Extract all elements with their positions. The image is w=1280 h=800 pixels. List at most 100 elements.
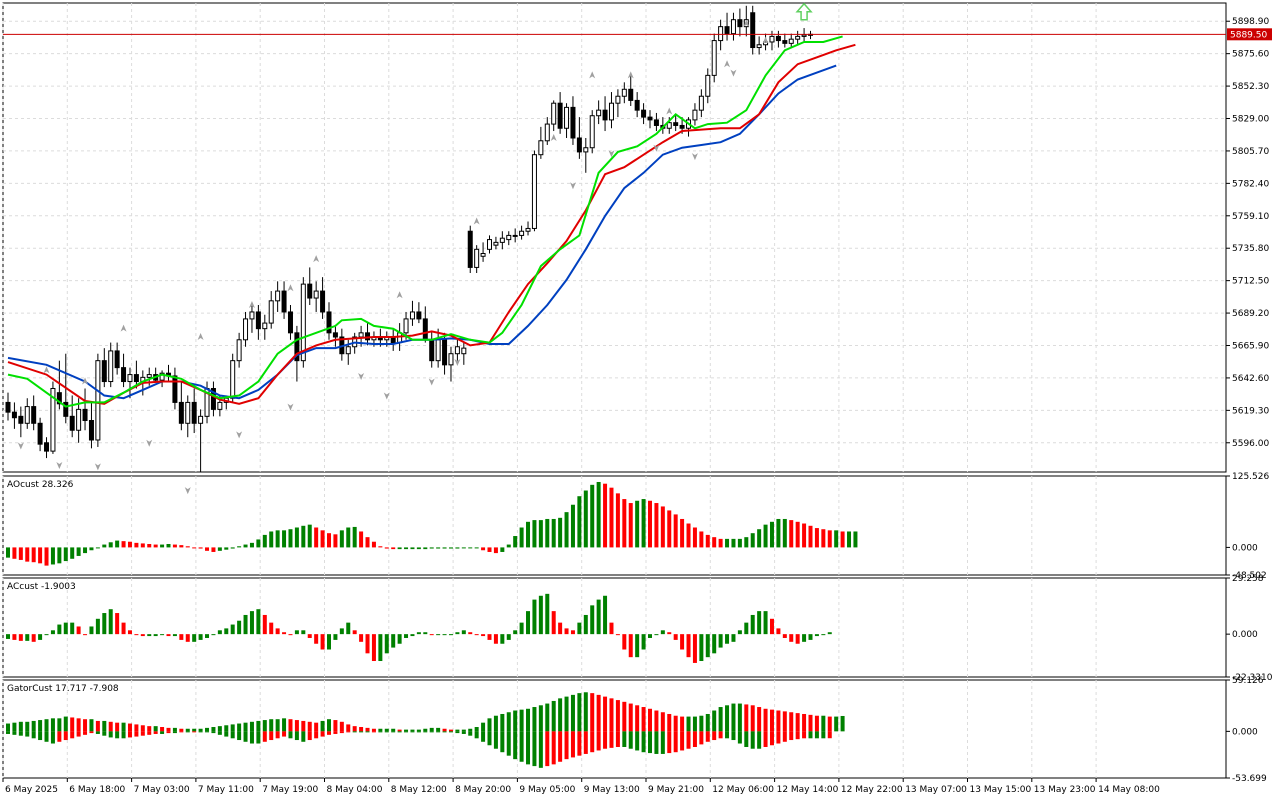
candle[interactable] — [11, 402, 17, 429]
candle[interactable] — [454, 339, 460, 361]
candle[interactable] — [589, 110, 595, 154]
candle[interactable] — [185, 395, 191, 438]
candle[interactable] — [313, 281, 319, 312]
candle[interactable] — [95, 353, 101, 447]
candle[interactable] — [756, 36, 762, 55]
ao-pane[interactable] — [2, 475, 1227, 576]
candle[interactable] — [255, 304, 261, 340]
candle[interactable] — [564, 103, 570, 138]
candle[interactable] — [583, 137, 589, 173]
candle[interactable] — [467, 225, 473, 273]
candle[interactable] — [763, 33, 769, 51]
candle[interactable] — [121, 353, 127, 388]
candle[interactable] — [775, 30, 781, 48]
candle[interactable] — [621, 82, 627, 104]
candle[interactable] — [69, 395, 75, 438]
candle[interactable] — [576, 117, 582, 159]
candle[interactable] — [88, 402, 94, 449]
candle[interactable] — [506, 231, 512, 246]
candle[interactable] — [307, 267, 313, 305]
candle[interactable] — [698, 89, 704, 118]
candle[interactable] — [262, 314, 268, 340]
candle[interactable] — [795, 30, 801, 45]
candle[interactable] — [448, 346, 454, 382]
candle[interactable] — [287, 304, 293, 340]
candle[interactable] — [653, 112, 659, 132]
candle[interactable] — [615, 89, 621, 118]
candle[interactable] — [596, 100, 602, 125]
candle[interactable] — [519, 225, 525, 240]
candle[interactable] — [243, 311, 249, 347]
candle[interactable] — [5, 392, 11, 421]
candle[interactable] — [101, 348, 107, 388]
candle[interactable] — [730, 12, 736, 41]
candle[interactable] — [50, 381, 56, 454]
candle[interactable] — [641, 103, 647, 125]
candle[interactable] — [108, 342, 114, 388]
candle[interactable] — [750, 5, 756, 55]
candle[interactable] — [365, 323, 371, 346]
candle[interactable] — [44, 437, 50, 459]
candle[interactable] — [724, 12, 730, 41]
candle[interactable] — [37, 417, 43, 452]
candle[interactable] — [127, 367, 133, 399]
ac-pane[interactable] — [2, 577, 1227, 678]
candle[interactable] — [493, 236, 499, 250]
candle[interactable] — [608, 92, 614, 129]
hist-bar — [750, 533, 755, 548]
candle[interactable] — [159, 370, 165, 388]
candle[interactable] — [114, 342, 120, 375]
candle[interactable] — [628, 75, 634, 106]
candle[interactable] — [647, 110, 653, 129]
candle[interactable] — [191, 388, 197, 434]
candle[interactable] — [178, 381, 184, 431]
candle[interactable] — [230, 353, 236, 403]
candle[interactable] — [409, 300, 415, 326]
candle[interactable] — [557, 92, 563, 134]
candle[interactable] — [531, 150, 537, 232]
candle[interactable] — [31, 395, 37, 431]
candle[interactable] — [198, 409, 204, 472]
candle[interactable] — [249, 304, 255, 333]
candle[interactable] — [499, 231, 505, 250]
candle[interactable] — [602, 96, 608, 132]
candle[interactable] — [705, 68, 711, 104]
candle[interactable] — [18, 406, 24, 438]
candle[interactable] — [320, 277, 326, 319]
candle[interactable] — [326, 302, 332, 340]
hist-bar — [526, 521, 531, 548]
candle[interactable] — [737, 8, 743, 37]
candle[interactable] — [538, 126, 544, 159]
candle[interactable] — [82, 388, 88, 431]
candle[interactable] — [711, 33, 717, 83]
candle[interactable] — [133, 360, 139, 389]
candle[interactable] — [76, 398, 82, 443]
candle[interactable] — [281, 281, 287, 319]
candle[interactable] — [474, 245, 480, 273]
candle[interactable] — [718, 19, 724, 51]
candle[interactable] — [487, 235, 492, 254]
candle[interactable] — [634, 92, 640, 118]
candle[interactable] — [544, 117, 550, 145]
candle[interactable] — [512, 228, 518, 243]
candle[interactable] — [416, 302, 422, 324]
candle[interactable] — [570, 96, 576, 145]
candle[interactable] — [480, 242, 486, 262]
candle[interactable] — [24, 398, 30, 429]
candle[interactable] — [268, 291, 274, 329]
candle[interactable] — [332, 325, 338, 347]
candle[interactable] — [236, 332, 242, 368]
candle[interactable] — [692, 103, 698, 126]
candle[interactable] — [525, 221, 531, 236]
candle[interactable] — [551, 100, 557, 132]
price-pane[interactable] — [2, 2, 1227, 473]
candle[interactable] — [782, 33, 788, 48]
candle[interactable] — [210, 381, 216, 417]
candle[interactable] — [172, 367, 178, 410]
candle[interactable] — [275, 281, 281, 312]
candle[interactable] — [788, 33, 794, 48]
candle[interactable] — [673, 114, 679, 132]
candle[interactable] — [801, 28, 807, 42]
candle[interactable] — [461, 342, 467, 365]
